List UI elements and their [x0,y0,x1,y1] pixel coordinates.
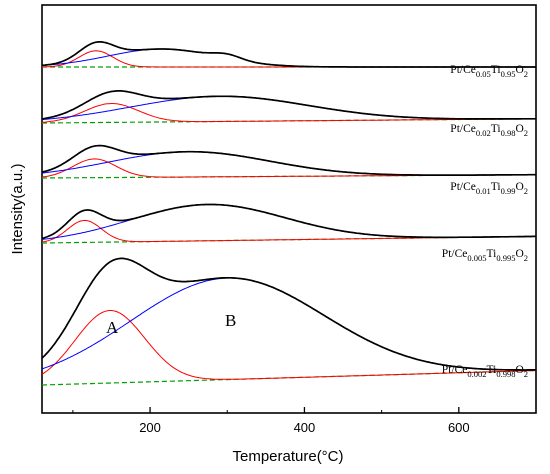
sample-label: Pt/Ce0.05Ti0.95O2 [450,64,528,79]
total-signal-line [41,257,536,371]
x-tick-label: 200 [139,420,161,435]
x-axis-label: Temperature(°C) [232,448,343,465]
total-signal-line [41,90,536,120]
total-signal-line [41,203,536,240]
x-ticks-group: 200 400 600 [72,407,537,435]
plot-frame [41,4,537,414]
peak-b-line [41,95,536,121]
total-signal-line [41,41,536,68]
total-signal-line [41,144,536,176]
sample-label: Pt/Ce0.02Ti0.98O2 [450,123,528,138]
sample-label: Pt/Ce0.005Ti0.995O2 [442,248,528,263]
sample-label: Pt/Ce0.002Ti0.998O2 [442,364,528,379]
peak-b-line [41,204,536,240]
x-tick-label: 600 [448,420,470,435]
x-tick-label: 400 [294,420,316,435]
peak-b-annotation: B [225,311,236,330]
y-axis-label: Intensity(a.u.) [9,164,26,255]
peak-b-line [41,151,536,176]
peak-a-annotation: A [106,318,119,337]
peak-a-line [41,310,536,380]
curves-group [41,41,536,386]
sample-labels-group: Pt/Ce0.05Ti0.95O2 Pt/Ce0.02Ti0.98O2 Pt/Ce0… [442,64,528,379]
sample-label: Pt/Ce0.01Ti0.99O2 [450,181,528,196]
